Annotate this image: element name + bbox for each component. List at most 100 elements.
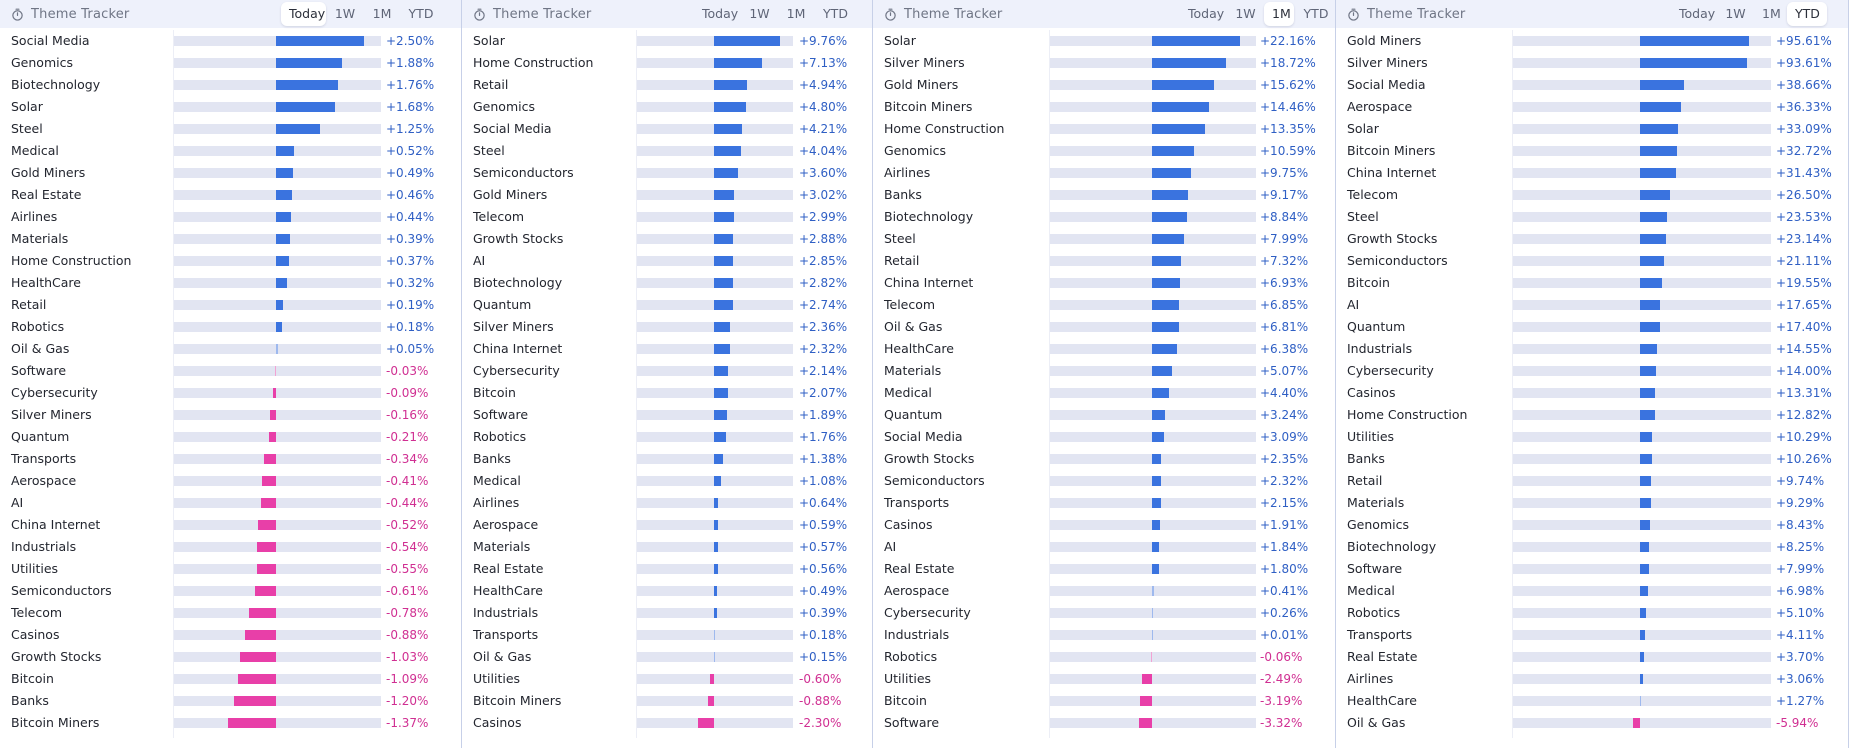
theme-row[interactable]: Bitcoin +2.07% (462, 382, 873, 404)
theme-row[interactable]: Genomics +4.80% (462, 96, 873, 118)
theme-row[interactable]: Retail +4.94% (462, 74, 873, 96)
theme-row[interactable]: Oil & Gas +0.05% (0, 338, 462, 360)
theme-row[interactable]: Home Construction +13.35% (873, 118, 1336, 140)
theme-row[interactable]: China Internet +2.32% (462, 338, 873, 360)
theme-row[interactable]: Semiconductors +2.32% (873, 470, 1336, 492)
theme-row[interactable]: Casinos +13.31% (1336, 382, 1849, 404)
theme-row[interactable]: Transports -0.34% (0, 448, 462, 470)
tab-today[interactable]: Today (1188, 6, 1225, 21)
theme-row[interactable]: Steel +1.25% (0, 118, 462, 140)
theme-row[interactable]: Silver Miners +2.36% (462, 316, 873, 338)
theme-row[interactable]: Quantum +3.24% (873, 404, 1336, 426)
theme-row[interactable]: Bitcoin Miners -1.37% (0, 712, 462, 734)
theme-row[interactable]: Airlines +3.06% (1336, 668, 1849, 690)
theme-row[interactable]: Social Media +3.09% (873, 426, 1336, 448)
theme-row[interactable]: Aerospace +0.41% (873, 580, 1336, 602)
theme-row[interactable]: Oil & Gas -5.94% (1336, 712, 1849, 734)
tab-1m[interactable]: 1M (372, 6, 392, 21)
theme-row[interactable]: Banks +9.17% (873, 184, 1336, 206)
theme-row[interactable]: Robotics -0.06% (873, 646, 1336, 668)
theme-row[interactable]: Home Construction +12.82% (1336, 404, 1849, 426)
theme-row[interactable]: Biotechnology +1.76% (0, 74, 462, 96)
theme-row[interactable]: Silver Miners +93.61% (1336, 52, 1849, 74)
theme-row[interactable]: Robotics +0.18% (0, 316, 462, 338)
theme-row[interactable]: China Internet +6.93% (873, 272, 1336, 294)
theme-row[interactable]: Banks -1.20% (0, 690, 462, 712)
theme-row[interactable]: Telecom +26.50% (1336, 184, 1849, 206)
tab-ytd[interactable]: YTD (1787, 2, 1827, 26)
theme-row[interactable]: Industrials +0.39% (462, 602, 873, 624)
theme-row[interactable]: Banks +10.26% (1336, 448, 1849, 470)
theme-row[interactable]: Silver Miners +18.72% (873, 52, 1336, 74)
theme-row[interactable]: Materials +0.57% (462, 536, 873, 558)
theme-row[interactable]: Transports +4.11% (1336, 624, 1849, 646)
theme-row[interactable]: Robotics +1.76% (462, 426, 873, 448)
theme-row[interactable]: Bitcoin Miners -0.88% (462, 690, 873, 712)
theme-row[interactable]: AI +17.65% (1336, 294, 1849, 316)
theme-row[interactable]: Robotics +5.10% (1336, 602, 1849, 624)
theme-row[interactable]: HealthCare +0.32% (0, 272, 462, 294)
theme-row[interactable]: Semiconductors +3.60% (462, 162, 873, 184)
theme-row[interactable]: Social Media +4.21% (462, 118, 873, 140)
theme-row[interactable]: Biotechnology +8.84% (873, 206, 1336, 228)
theme-row[interactable]: Airlines +0.64% (462, 492, 873, 514)
theme-row[interactable]: Banks +1.38% (462, 448, 873, 470)
theme-row[interactable]: Utilities -0.55% (0, 558, 462, 580)
theme-row[interactable]: Solar +33.09% (1336, 118, 1849, 140)
theme-row[interactable]: Telecom -0.78% (0, 602, 462, 624)
theme-row[interactable]: Medical +4.40% (873, 382, 1336, 404)
theme-row[interactable]: Software -3.32% (873, 712, 1336, 734)
theme-row[interactable]: Casinos -0.88% (0, 624, 462, 646)
theme-row[interactable]: Semiconductors +21.11% (1336, 250, 1849, 272)
theme-row[interactable]: Telecom +2.99% (462, 206, 873, 228)
theme-row[interactable]: Medical +1.08% (462, 470, 873, 492)
theme-row[interactable]: Bitcoin -1.09% (0, 668, 462, 690)
theme-row[interactable]: Genomics +10.59% (873, 140, 1336, 162)
theme-row[interactable]: Casinos +1.91% (873, 514, 1336, 536)
theme-row[interactable]: Quantum +17.40% (1336, 316, 1849, 338)
theme-row[interactable]: Software +7.99% (1336, 558, 1849, 580)
theme-row[interactable]: AI +1.84% (873, 536, 1336, 558)
theme-row[interactable]: Real Estate +3.70% (1336, 646, 1849, 668)
theme-row[interactable]: Utilities -0.60% (462, 668, 873, 690)
theme-row[interactable]: Gold Miners +3.02% (462, 184, 873, 206)
theme-row[interactable]: Cybersecurity -0.09% (0, 382, 462, 404)
theme-row[interactable]: Steel +7.99% (873, 228, 1336, 250)
theme-row[interactable]: China Internet +31.43% (1336, 162, 1849, 184)
theme-row[interactable]: Bitcoin Miners +32.72% (1336, 140, 1849, 162)
theme-row[interactable]: HealthCare +6.38% (873, 338, 1336, 360)
tab-1m[interactable]: 1M (786, 6, 806, 21)
theme-row[interactable]: Utilities -2.49% (873, 668, 1336, 690)
theme-row[interactable]: Bitcoin -3.19% (873, 690, 1336, 712)
theme-row[interactable]: Gold Miners +15.62% (873, 74, 1336, 96)
theme-row[interactable]: Quantum -0.21% (0, 426, 462, 448)
theme-row[interactable]: Solar +1.68% (0, 96, 462, 118)
theme-row[interactable]: Aerospace -0.41% (0, 470, 462, 492)
theme-row[interactable]: Airlines +9.75% (873, 162, 1336, 184)
theme-row[interactable]: Steel +23.53% (1336, 206, 1849, 228)
theme-row[interactable]: Biotechnology +8.25% (1336, 536, 1849, 558)
theme-row[interactable]: Retail +0.19% (0, 294, 462, 316)
theme-row[interactable]: Airlines +0.44% (0, 206, 462, 228)
theme-row[interactable]: Cybersecurity +2.14% (462, 360, 873, 382)
theme-row[interactable]: HealthCare +0.49% (462, 580, 873, 602)
theme-row[interactable]: Industrials +0.01% (873, 624, 1336, 646)
theme-row[interactable]: Growth Stocks +2.35% (873, 448, 1336, 470)
tab-ytd[interactable]: YTD (823, 6, 848, 21)
theme-row[interactable]: AI -0.44% (0, 492, 462, 514)
tab-today[interactable]: Today (1679, 6, 1716, 21)
theme-row[interactable]: China Internet -0.52% (0, 514, 462, 536)
theme-row[interactable]: Home Construction +0.37% (0, 250, 462, 272)
theme-row[interactable]: Real Estate +0.46% (0, 184, 462, 206)
theme-row[interactable]: Social Media +2.50% (0, 30, 462, 52)
tab-1m[interactable]: 1M (1264, 2, 1294, 26)
theme-row[interactable]: Gold Miners +95.61% (1336, 30, 1849, 52)
theme-row[interactable]: Casinos -2.30% (462, 712, 873, 734)
theme-row[interactable]: Home Construction +7.13% (462, 52, 873, 74)
theme-row[interactable]: Solar +22.16% (873, 30, 1336, 52)
tab-today[interactable]: Today (702, 6, 739, 21)
theme-row[interactable]: Cybersecurity +0.26% (873, 602, 1336, 624)
theme-row[interactable]: Bitcoin Miners +14.46% (873, 96, 1336, 118)
theme-row[interactable]: Semiconductors -0.61% (0, 580, 462, 602)
theme-row[interactable]: Cybersecurity +14.00% (1336, 360, 1849, 382)
